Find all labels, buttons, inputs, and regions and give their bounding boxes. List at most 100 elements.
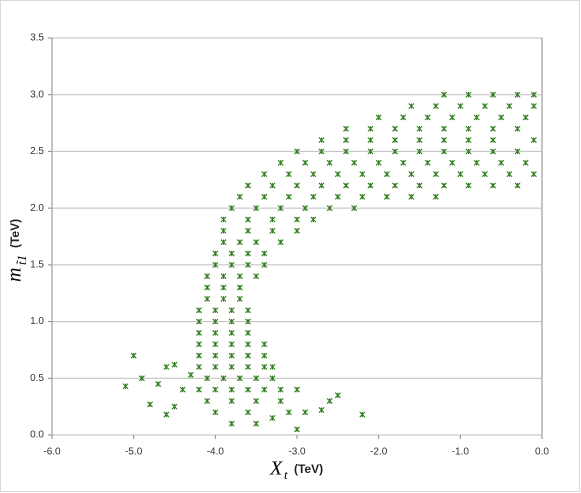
data-point xyxy=(130,352,137,359)
data-point xyxy=(277,159,284,166)
data-point xyxy=(269,375,276,382)
data-point xyxy=(294,182,300,189)
data-point xyxy=(212,307,219,314)
data-point xyxy=(351,205,358,212)
data-point xyxy=(294,227,300,234)
data-point xyxy=(465,125,472,132)
data-point xyxy=(212,261,219,268)
data-point xyxy=(343,125,349,132)
data-point xyxy=(441,91,447,98)
data-point xyxy=(212,341,219,348)
x-tick-label: -1.0 xyxy=(452,447,470,458)
data-point xyxy=(212,352,219,359)
data-point xyxy=(196,363,202,370)
data-point xyxy=(163,411,170,418)
data-point xyxy=(245,409,251,416)
data-point xyxy=(228,250,235,257)
data-point xyxy=(179,386,186,393)
data-point xyxy=(473,114,480,121)
data-point xyxy=(400,159,407,166)
data-point xyxy=(261,250,268,257)
y-label-unit: (TeV) xyxy=(8,219,22,248)
data-point xyxy=(294,426,300,433)
data-point xyxy=(236,295,243,302)
x-tick-label: -5.0 xyxy=(125,447,143,458)
data-point xyxy=(245,318,251,325)
data-point xyxy=(245,307,251,314)
data-point xyxy=(449,114,456,121)
data-point xyxy=(220,273,227,280)
data-point xyxy=(506,103,513,110)
data-point xyxy=(261,363,268,370)
data-point xyxy=(343,137,349,144)
data-point xyxy=(204,397,211,404)
data-point xyxy=(392,137,398,144)
data-point xyxy=(196,341,202,348)
data-point xyxy=(310,193,317,200)
data-point xyxy=(424,159,431,166)
data-point xyxy=(326,397,333,404)
data-point xyxy=(416,125,423,132)
data-point xyxy=(432,171,439,178)
data-point xyxy=(204,295,211,302)
data-point xyxy=(465,148,472,155)
data-point xyxy=(212,409,219,416)
data-point xyxy=(310,216,317,223)
data-point xyxy=(261,193,268,200)
y-label-subscript: t̃1 xyxy=(14,255,29,265)
x-tick-label: -3.0 xyxy=(288,447,306,458)
data-point xyxy=(236,284,243,291)
data-point xyxy=(196,352,202,359)
data-point xyxy=(383,171,390,178)
data-point xyxy=(196,386,202,393)
data-point xyxy=(204,284,211,291)
data-point xyxy=(236,193,243,200)
data-point xyxy=(196,329,202,336)
data-point xyxy=(245,216,251,223)
data-point xyxy=(171,361,178,368)
data-point xyxy=(204,375,211,382)
data-point xyxy=(228,329,235,336)
data-point xyxy=(220,284,227,291)
data-point xyxy=(171,403,178,410)
data-point xyxy=(253,375,260,382)
data-point xyxy=(228,261,235,268)
data-point xyxy=(481,103,488,110)
data-point xyxy=(326,159,333,166)
data-point xyxy=(302,205,309,212)
data-point xyxy=(441,148,447,155)
data-point xyxy=(522,114,529,121)
data-point xyxy=(359,171,366,178)
data-point xyxy=(261,386,268,393)
data-point xyxy=(318,182,325,189)
y-tick-label: 3.0 xyxy=(30,89,44,100)
data-point xyxy=(473,159,480,166)
data-point xyxy=(277,397,284,404)
data-point xyxy=(383,193,390,200)
data-point xyxy=(196,307,202,314)
data-point xyxy=(220,295,227,302)
data-point xyxy=(514,182,521,189)
data-point xyxy=(367,148,374,155)
data-point xyxy=(253,420,260,427)
data-point xyxy=(245,227,251,234)
data-point xyxy=(122,383,129,390)
data-point xyxy=(261,341,268,348)
data-point xyxy=(245,386,251,393)
data-point xyxy=(261,171,268,178)
data-point xyxy=(465,137,472,144)
data-point xyxy=(285,171,292,178)
data-point xyxy=(530,171,537,178)
data-point xyxy=(212,386,219,393)
data-point xyxy=(318,407,325,414)
data-point xyxy=(441,125,447,132)
data-point xyxy=(481,171,488,178)
data-point xyxy=(490,137,496,144)
data-point xyxy=(326,205,333,212)
data-point xyxy=(392,125,398,132)
data-point xyxy=(343,182,349,189)
data-point xyxy=(236,273,243,280)
data-point xyxy=(465,182,472,189)
data-point xyxy=(261,261,268,268)
